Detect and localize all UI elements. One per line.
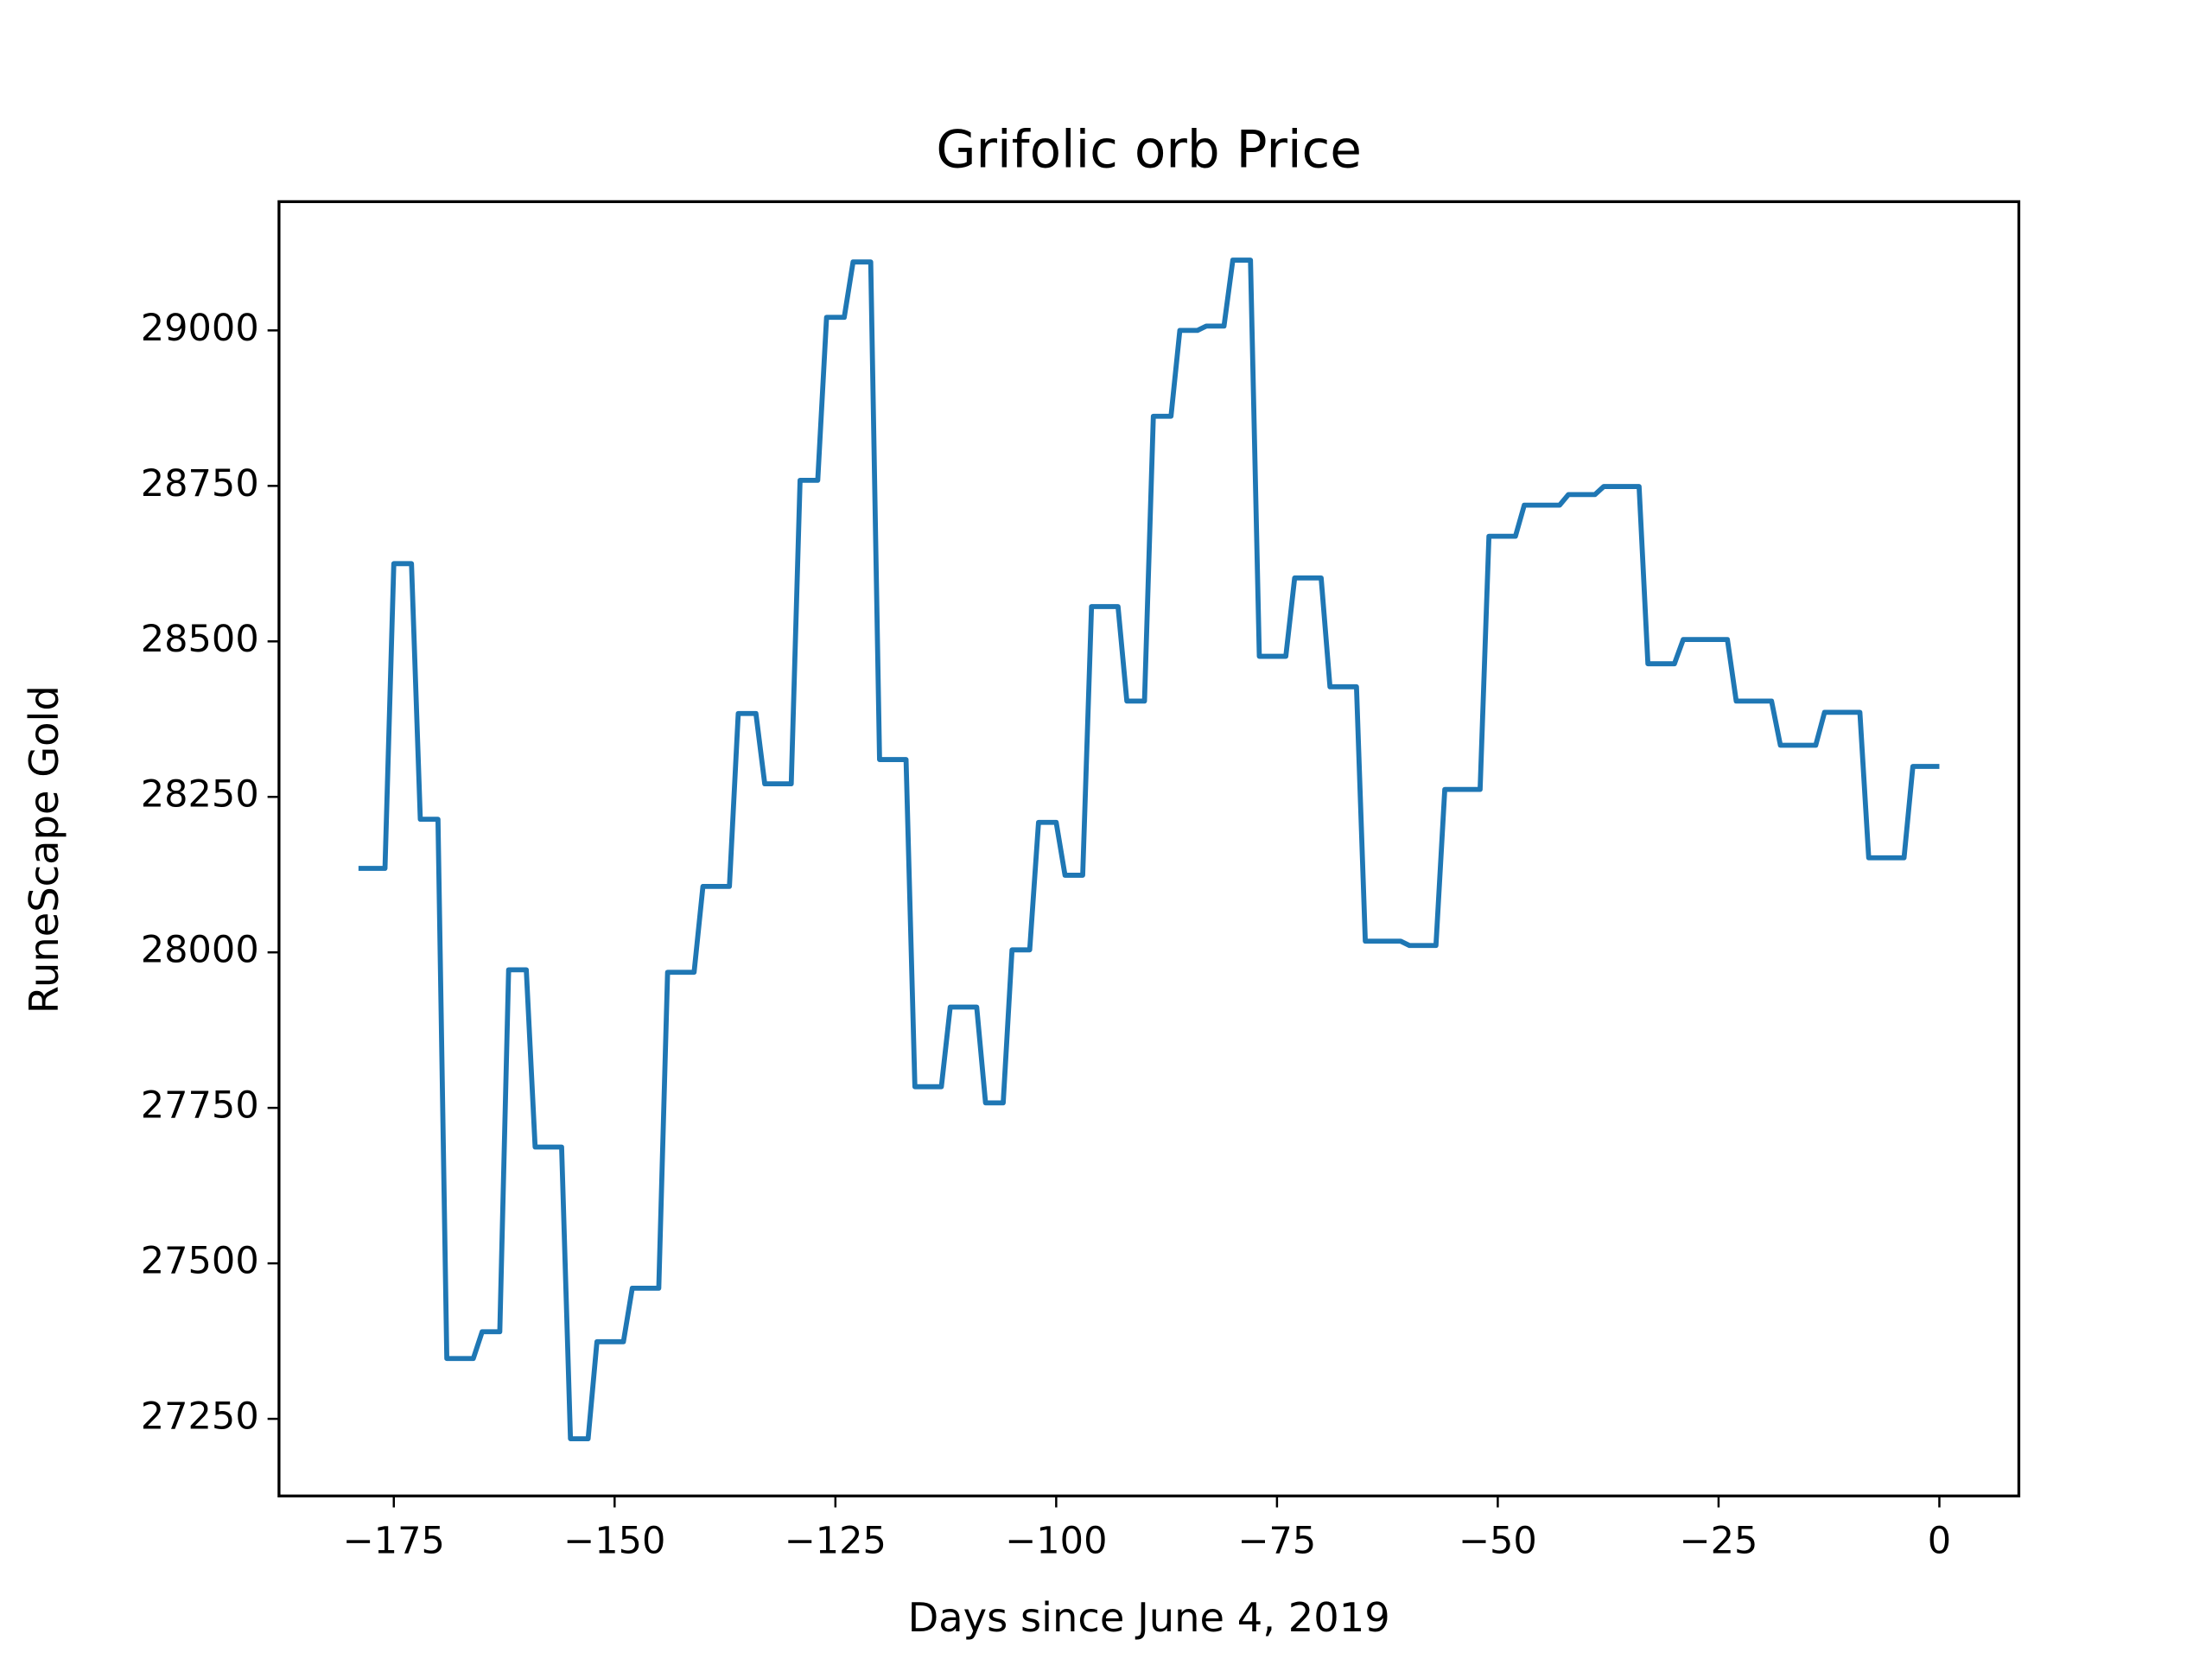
x-axis-label: Days since June 4, 2019 xyxy=(908,1594,1390,1641)
x-tick-label: −75 xyxy=(1237,1520,1316,1563)
y-tick-label: 28750 xyxy=(141,462,259,505)
x-tick-label: −50 xyxy=(1459,1520,1537,1563)
x-tick-label: −125 xyxy=(785,1520,887,1563)
y-axis-label: RuneScape Gold xyxy=(21,685,67,1014)
y-tick-label: 28000 xyxy=(141,929,259,972)
x-tick-label: −100 xyxy=(1005,1520,1107,1563)
chart-title: Grifolic orb Price xyxy=(936,121,1362,181)
y-tick-label: 27250 xyxy=(141,1395,259,1439)
y-tick-label: 27750 xyxy=(141,1084,259,1128)
x-tick-label: −150 xyxy=(563,1520,665,1563)
y-tick-label: 27500 xyxy=(141,1240,259,1283)
x-tick-label: −175 xyxy=(343,1520,445,1563)
y-tick-label: 28500 xyxy=(141,618,259,661)
x-tick-label: 0 xyxy=(1928,1520,1951,1563)
y-tick-label: 28250 xyxy=(141,773,259,817)
y-tick-label: 29000 xyxy=(141,307,259,350)
price-line xyxy=(358,257,1940,1441)
x-tick-label: −25 xyxy=(1680,1520,1758,1563)
plot-frame xyxy=(277,200,2021,1497)
